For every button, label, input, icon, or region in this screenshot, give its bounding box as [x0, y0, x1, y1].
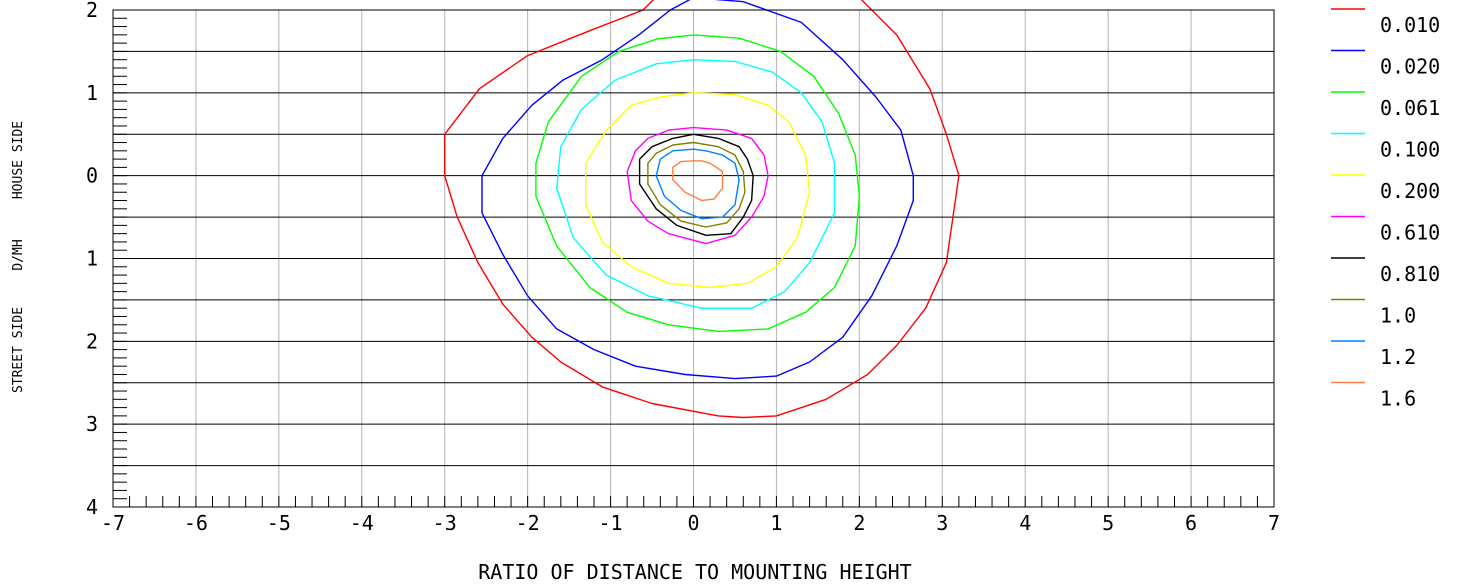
legend-label: 0.020: [1380, 55, 1440, 79]
x-tick-label: 0: [687, 511, 699, 535]
y-tick-label: 4: [86, 495, 98, 519]
y-tick-label: 1: [86, 247, 98, 271]
y-minor-ticks: [113, 9, 127, 508]
x-minor-ticks: [112, 496, 1275, 507]
x-tick-label: -6: [184, 511, 208, 535]
y-axis-label-upper: HOUSE SIDE: [11, 121, 26, 199]
legend-label: 0.610: [1380, 221, 1440, 245]
contour-line-0.810: [638, 133, 754, 237]
x-axis-label: RATIO OF DISTANCE TO MOUNTING HEIGHT: [478, 560, 911, 584]
legend-label: 0.061: [1380, 96, 1440, 120]
x-tick-label: 2: [853, 511, 865, 535]
y-axis-label-lower: STREET SIDE: [11, 307, 26, 393]
y-tick-label: 0: [86, 164, 98, 188]
legend-label: 0.010: [1380, 13, 1440, 37]
contour-line-0.100: [556, 59, 836, 309]
y-tick-label: 3: [86, 412, 98, 436]
y-tick-label: 2: [86, 0, 98, 22]
legend-label: 0.810: [1380, 262, 1440, 286]
x-tick-label: 6: [1185, 511, 1197, 535]
y-tick-labels: 2 1 0 1 2 3 4: [86, 0, 98, 519]
contour-line-0.200: [585, 92, 811, 289]
legend-label: 0.200: [1380, 179, 1440, 203]
x-tick-label: 3: [936, 511, 948, 535]
contour-line-0.010: [444, 0, 960, 419]
x-tick-label: 7: [1268, 511, 1280, 535]
y-tick-label: 2: [86, 329, 98, 353]
legend-label: 1.2: [1380, 345, 1416, 369]
contour-series: [444, 0, 960, 419]
x-tick-label: -7: [101, 511, 125, 535]
y-axis-label: STREET SIDE D/MH HOUSE SIDE: [11, 121, 26, 393]
legend-label: 1.6: [1380, 387, 1416, 411]
x-tick-label: -2: [516, 511, 540, 535]
legend-label: 1.0: [1380, 304, 1416, 328]
contour-line-1.6: [672, 160, 724, 202]
x-tick-label: 4: [1019, 511, 1031, 535]
x-tick-label: -1: [599, 511, 623, 535]
contour-line-0.020: [481, 0, 914, 380]
x-tick-label: 5: [1102, 511, 1114, 535]
x-tick-label: -3: [433, 511, 457, 535]
x-tick-labels: -7 -6 -5 -4 -3 -2 -1 0 1 2 3 4 5 6 7: [101, 511, 1280, 535]
x-tick-label: -4: [350, 511, 374, 535]
legend-label: 0.100: [1380, 138, 1440, 162]
y-tick-label: 1: [86, 81, 98, 105]
legend: 0.010 0.020 0.061 0.100 0.200 0.610 0.810 1.0 1.…: [1331, 8, 1440, 411]
contour-line-1.0: [647, 141, 746, 228]
contour-line-1.2: [655, 148, 740, 220]
x-tick-label: 1: [770, 511, 782, 535]
horizontal-grid-lines: [113, 50, 1274, 467]
y-axis-label-middle: D/MH: [11, 239, 26, 270]
x-tick-label: -5: [267, 511, 291, 535]
contour-line-0.610: [626, 126, 769, 245]
contour-line-0.061: [535, 34, 861, 333]
plot-frame: [112, 9, 1275, 508]
